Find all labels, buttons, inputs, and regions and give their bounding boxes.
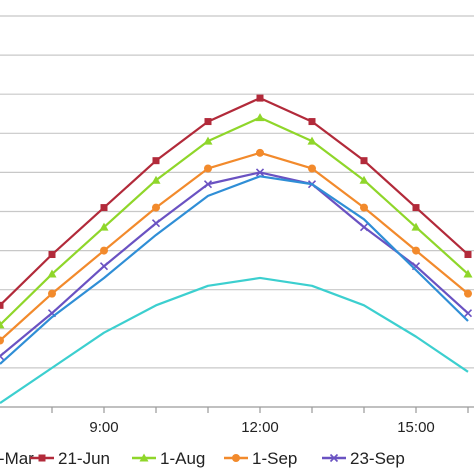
series-2-point-4	[203, 136, 213, 145]
series-2-point-3	[151, 175, 161, 184]
series-2-point-5	[255, 113, 265, 122]
series-2-point-6	[307, 136, 317, 145]
legend-swatch-marker-3	[232, 454, 240, 462]
series-3-point-4	[204, 164, 212, 173]
series-1-point-1	[48, 251, 56, 259]
grid-layer	[0, 15, 474, 369]
series-2-point-0	[0, 320, 5, 329]
legend-entry-1: 21-Jun	[30, 449, 110, 468]
x-tick-label-1: 12:00	[241, 419, 279, 436]
series-2-point-2	[99, 222, 109, 231]
series-4-point-0	[0, 352, 5, 361]
series-layer	[0, 94, 473, 405]
series-4-point-2	[99, 262, 109, 271]
series-line-4	[0, 171, 469, 358]
series-5	[0, 175, 469, 365]
legend-swatch-marker-4	[329, 453, 339, 463]
legend: 21-Mar 21-Jun 1-Aug 1-Sep 23-Sep	[0, 449, 405, 468]
series-4	[0, 168, 473, 361]
series-2	[0, 113, 473, 329]
series-3-point-3	[152, 203, 160, 212]
series-6	[0, 276, 469, 405]
series-3-point-1	[48, 289, 56, 298]
series-1-point-3	[152, 157, 160, 165]
legend-entry-4: 23-Sep	[322, 449, 405, 468]
series-1-point-4	[204, 118, 212, 126]
series-line-5	[0, 175, 469, 365]
series-3	[0, 148, 472, 345]
series-4-point-4	[203, 180, 213, 189]
series-1-point-8	[412, 204, 420, 212]
series-4-point-5	[255, 168, 265, 177]
series-3-point-2	[100, 246, 108, 255]
legend-entry-0: 21-Mar	[0, 449, 34, 468]
series-line-1	[0, 97, 469, 307]
series-2-point-9	[463, 269, 473, 278]
series-2-point-7	[359, 175, 369, 184]
x-ticks: 9:00 12:00 15:00	[51, 407, 469, 436]
series-1	[0, 94, 472, 309]
series-2-point-8	[411, 222, 421, 231]
series-1-point-6	[308, 118, 316, 126]
series-4-point-9	[463, 309, 473, 318]
series-3-point-6	[308, 164, 316, 173]
series-3-point-9	[464, 289, 472, 298]
x-tick-label-0: 9:00	[89, 419, 118, 436]
legend-label-2: 1-Aug	[160, 449, 205, 468]
series-3-point-7	[360, 203, 368, 212]
legend-label-4: 23-Sep	[350, 449, 405, 468]
series-2-point-1	[47, 269, 57, 278]
legend-entry-2: 1-Aug	[132, 449, 205, 468]
series-4-point-3	[151, 219, 161, 228]
legend-entry-3: 1-Sep	[224, 449, 297, 468]
series-1-point-7	[360, 157, 368, 165]
legend-label-1: 21-Jun	[58, 449, 110, 468]
legend-swatch-marker-2	[139, 453, 149, 462]
series-line-6	[0, 276, 469, 405]
x-tick-label-2: 15:00	[397, 419, 435, 436]
series-line-2	[0, 116, 469, 326]
legend-label-3: 1-Sep	[252, 449, 297, 468]
series-3-point-0	[0, 336, 4, 345]
legend-label-0: 21-Mar	[0, 449, 34, 468]
series-1-point-0	[0, 301, 4, 309]
series-1-point-9	[464, 251, 472, 259]
series-4-point-7	[359, 223, 369, 232]
series-1-point-5	[256, 94, 264, 102]
series-1-point-2	[100, 204, 108, 212]
series-3-point-8	[412, 246, 420, 255]
legend-swatch-marker-1	[38, 454, 46, 462]
series-3-point-5	[256, 148, 264, 157]
series-line-3	[0, 151, 469, 342]
